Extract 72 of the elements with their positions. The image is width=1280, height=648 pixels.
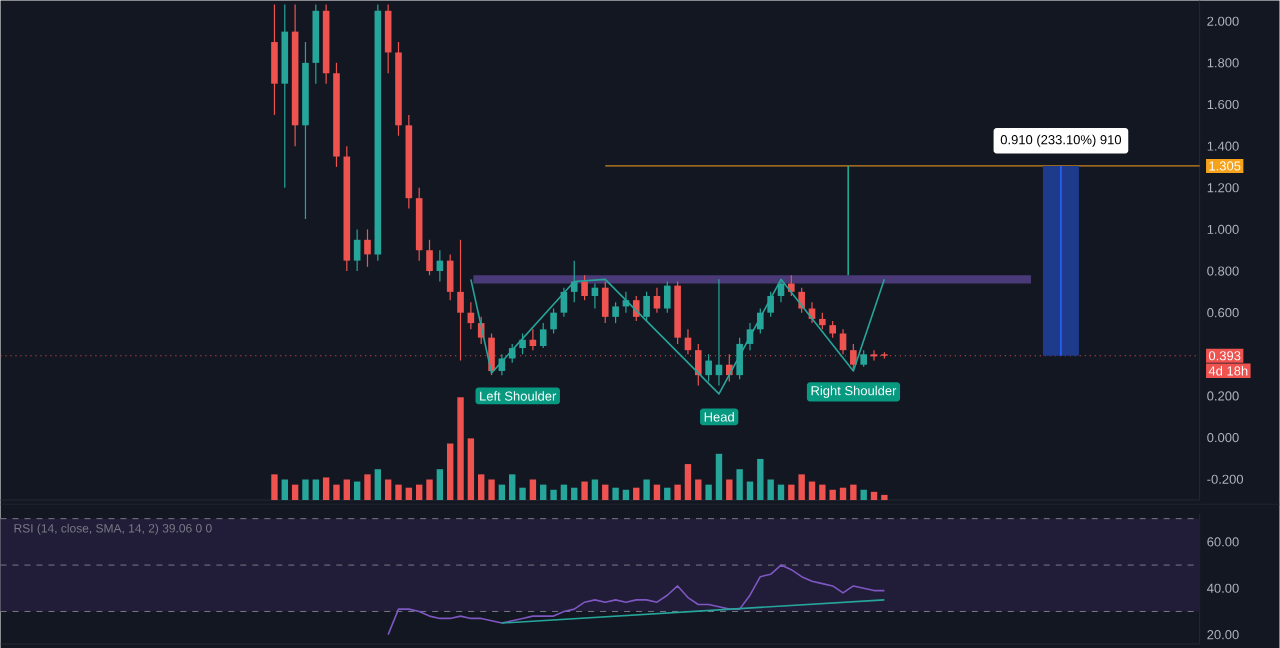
bar [457,397,464,501]
bar [488,479,495,501]
bar [384,479,392,501]
bar [281,479,288,501]
candlestick [663,280,671,314]
bar [509,474,516,501]
bar [860,489,867,501]
bar [777,484,785,501]
candlestick [519,332,526,355]
bar [343,479,351,501]
bar [395,484,402,501]
bar [612,487,619,501]
bar [870,491,878,501]
bar [322,477,330,501]
bar [498,484,506,501]
candlestick [601,280,609,324]
candlestick [426,239,433,276]
bar [312,479,319,501]
bar [684,464,692,501]
candlestick [581,274,588,301]
bar [426,479,433,501]
candlestick [643,291,650,322]
bar [674,484,681,501]
candlestick [550,307,557,335]
bar [726,479,733,501]
bar [695,479,702,501]
bar [271,474,278,501]
bar [550,489,557,501]
bar [633,487,640,501]
candlestick [705,353,712,383]
bar [302,479,309,501]
bar [436,469,444,501]
bar [602,484,609,501]
bar [571,487,578,501]
bar [560,484,568,501]
bar [446,443,454,501]
candlestick [653,287,661,314]
bar [529,479,537,501]
bar [374,469,382,501]
bar [746,481,754,501]
bar [664,487,671,501]
bar [653,484,661,501]
bar [333,484,340,501]
bar [467,438,475,501]
bar [881,494,888,501]
candlestick [353,228,361,272]
bar [715,453,723,501]
candlestick [736,337,743,380]
bar [540,484,547,501]
candlestick [271,3,278,116]
bar [643,479,650,501]
bar [364,474,371,501]
bar [736,469,743,501]
candlestick [446,253,454,301]
candlestick [767,291,774,318]
bar [808,481,816,501]
bar [415,484,423,501]
bar [405,487,413,501]
candlestick [539,322,547,349]
bar [705,484,712,501]
bar [839,487,847,501]
bar [591,479,599,501]
bar [291,484,299,501]
bar [519,487,526,501]
candlestick [612,301,619,324]
candlestick [632,295,640,322]
bar [581,481,588,501]
bar [353,481,361,501]
bar [850,484,857,501]
candlestick [364,228,371,268]
bar [622,489,630,501]
bar [478,474,485,501]
